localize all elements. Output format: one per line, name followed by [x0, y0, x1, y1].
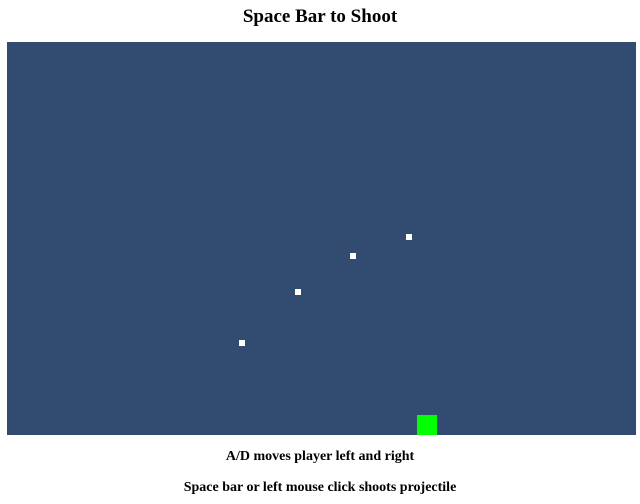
game-title: Space Bar to Shoot — [242, 6, 398, 27]
game-canvas[interactable] — [7, 42, 636, 435]
projectile — [239, 340, 245, 346]
projectile — [295, 289, 301, 295]
player-square — [417, 415, 437, 435]
projectile — [406, 234, 412, 240]
instruction-movement: A/D moves player left and right — [225, 449, 415, 464]
instruction-shoot: Space bar or left mouse click shoots pro… — [183, 480, 457, 495]
projectile — [350, 253, 356, 259]
